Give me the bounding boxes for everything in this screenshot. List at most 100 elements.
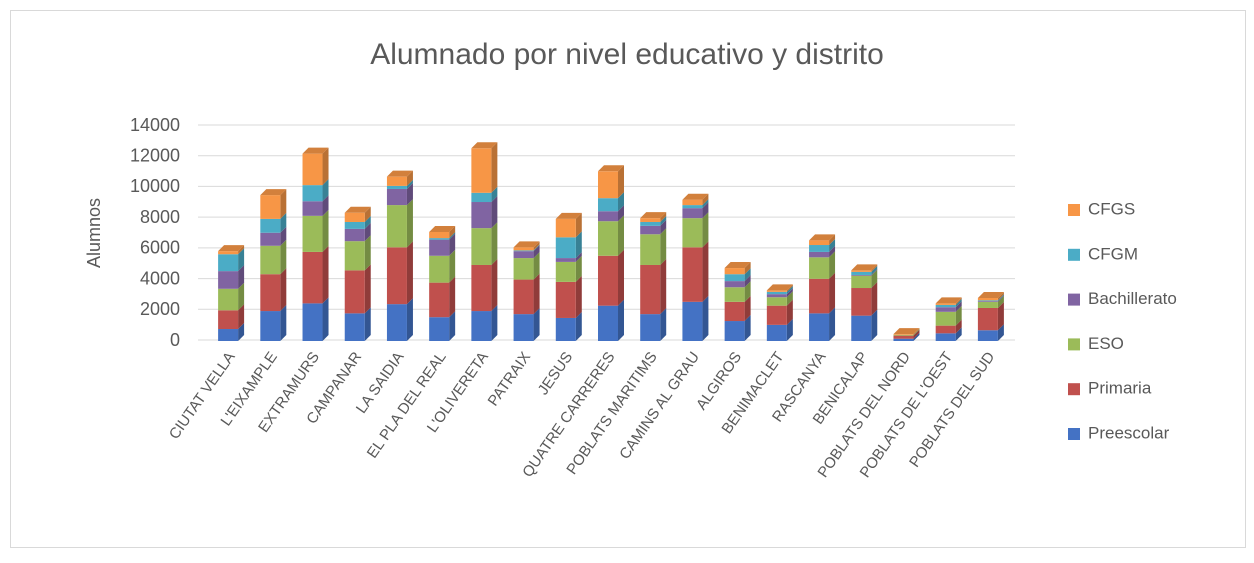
bar (724, 274, 745, 282)
legend-label: Primaria (1088, 379, 1152, 398)
bar-side (913, 329, 920, 339)
bar (429, 239, 450, 256)
bar-top (809, 234, 836, 241)
legend-swatch (1068, 248, 1080, 261)
bar-side (322, 209, 329, 252)
bar-side (449, 233, 456, 256)
bar (429, 255, 450, 283)
bar-side (829, 234, 836, 246)
bar-side (491, 186, 498, 203)
bar-side (364, 206, 371, 222)
bar (977, 298, 998, 301)
bar-side (280, 268, 287, 312)
bar (302, 185, 323, 202)
bar-side (618, 192, 624, 212)
bar-top (598, 165, 624, 172)
bar (260, 218, 281, 233)
bar (260, 245, 281, 275)
bar-side (744, 262, 751, 275)
y-tick-label: 2000 (140, 299, 180, 319)
bar-side (238, 304, 245, 330)
bar (218, 288, 239, 311)
bar-side (660, 228, 667, 265)
bar-side (660, 215, 667, 226)
bar-side (955, 297, 962, 305)
bar (471, 148, 492, 193)
bar-side (786, 284, 793, 292)
bar (682, 218, 703, 248)
legend-swatch (1068, 204, 1080, 216)
bar (809, 278, 830, 314)
bar (429, 282, 450, 318)
bar-side (238, 323, 245, 341)
bar-top (851, 264, 878, 271)
bar-side (786, 285, 793, 295)
bar (218, 310, 239, 330)
bar (555, 261, 576, 282)
bar (935, 304, 956, 308)
bar (344, 228, 365, 242)
bar (386, 185, 407, 189)
bar-side (364, 222, 371, 242)
bar-side (871, 309, 878, 341)
bar (640, 314, 661, 341)
bar-side (406, 182, 413, 206)
bar-side (744, 268, 751, 282)
bar-side (364, 235, 371, 271)
y-tick-label: 12000 (130, 145, 180, 165)
bar-side (618, 205, 624, 222)
bar (598, 211, 618, 222)
bar (302, 251, 323, 304)
bar-top (766, 284, 793, 291)
bar (471, 264, 492, 312)
bar (429, 317, 450, 341)
bar-side (786, 291, 793, 306)
bar (386, 304, 407, 341)
bar (977, 301, 998, 308)
bar (302, 303, 323, 341)
bar-side (744, 275, 751, 288)
bar-side (702, 295, 709, 341)
bar-side (955, 327, 962, 341)
bar-side (449, 225, 456, 239)
bar (893, 334, 914, 336)
bar-side (406, 241, 413, 305)
bar-side (786, 318, 793, 341)
bar-side (238, 248, 245, 272)
bar (471, 202, 492, 229)
bar-side (406, 298, 413, 341)
bar (218, 254, 239, 272)
bar (851, 288, 872, 316)
bar (640, 225, 661, 235)
bar-side (786, 288, 793, 298)
bar-side (871, 269, 878, 289)
bar-top (682, 193, 709, 200)
bar-side (491, 196, 498, 229)
bar-side (406, 170, 413, 186)
bar (513, 247, 534, 251)
bar (260, 195, 281, 219)
bar (851, 275, 872, 289)
bar-side (618, 165, 624, 199)
bar-side (491, 305, 498, 341)
chart-title: Alumnado por nivel educativo y distrito (370, 38, 884, 71)
bar (809, 240, 830, 246)
bar-top (471, 142, 498, 149)
bar (260, 232, 281, 246)
bar-side (575, 311, 582, 341)
bar (513, 314, 534, 341)
bar-side (322, 179, 329, 202)
bar (598, 171, 618, 199)
bar-side (533, 241, 540, 251)
bar-side (491, 258, 498, 312)
bar (977, 330, 998, 341)
bar-side (406, 199, 413, 248)
bar-top (893, 328, 920, 335)
bar (555, 218, 576, 238)
bar (386, 176, 407, 186)
bar (809, 251, 830, 258)
bar (513, 250, 534, 252)
bar-side (955, 319, 962, 334)
bar-side (997, 301, 1004, 331)
bar-top (513, 241, 540, 248)
